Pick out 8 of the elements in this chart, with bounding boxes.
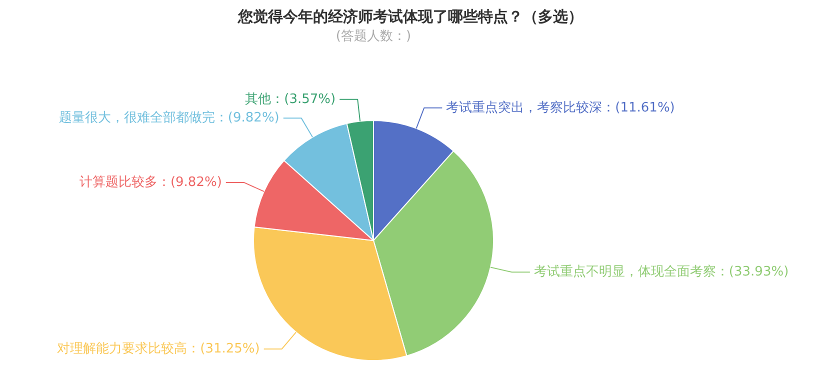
- slice-label: 题量很大，很难全部都做完：(9.82%): [58, 110, 280, 126]
- chart-title: 您觉得今年的经济师考试体现了哪些特点？（多选）: [237, 8, 583, 26]
- slice-label: 其他：(3.57%): [245, 92, 336, 107]
- slice-label: 考试重点突出，考察比较深：(11.61%): [446, 99, 675, 116]
- slice-label: 计算题比较多：(9.82%): [79, 174, 222, 190]
- slice-label: 考试重点不明显，体现全面考察：(33.93%): [534, 264, 789, 280]
- chart-subtitle: (答题人数：): [336, 29, 412, 44]
- slice-label: 对理解能力要求比较高：(31.25%): [57, 340, 260, 356]
